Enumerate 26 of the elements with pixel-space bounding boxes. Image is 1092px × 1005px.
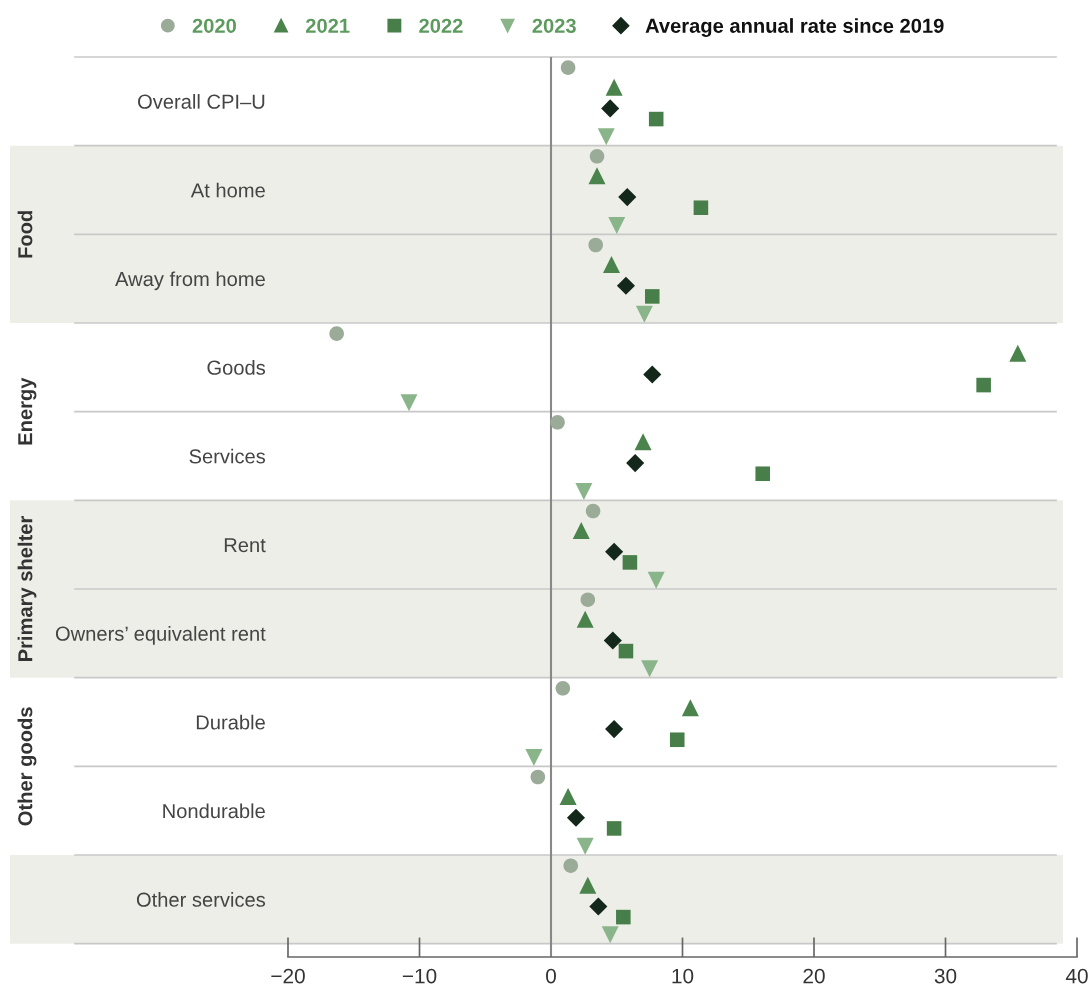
band-label: Food bbox=[17, 211, 33, 258]
y-tick-label: Rent bbox=[224, 538, 266, 553]
x-tick-label: 10 bbox=[672, 968, 694, 984]
legend-label: 2023 bbox=[532, 18, 576, 33]
x-tick-label: 30 bbox=[934, 968, 957, 984]
y-tick-label: Goods bbox=[207, 360, 266, 375]
band-label: Primary shelter bbox=[17, 516, 37, 661]
text: Other goods bbox=[17, 707, 37, 826]
x-tick-label: 0 bbox=[546, 968, 556, 984]
x-tick-label: 40 bbox=[1065, 968, 1088, 984]
legend-label: Average annual rate since 2019 bbox=[645, 18, 944, 37]
x-tick-label: −10 bbox=[402, 968, 437, 984]
legend-label: 2020 bbox=[192, 18, 236, 33]
y-tick-label: Owners’ equivalent rent bbox=[55, 626, 266, 645]
y-tick-label: Other services bbox=[136, 892, 266, 907]
legend-label: 2022 bbox=[419, 18, 463, 33]
y-tick-label: Services bbox=[189, 448, 266, 464]
text: Energy bbox=[18, 377, 37, 445]
x-tick-label: −20 bbox=[271, 968, 305, 984]
y-tick-label: At home bbox=[190, 182, 265, 198]
y-tick-label: Durable bbox=[196, 714, 265, 730]
x-tick-label: 20 bbox=[803, 968, 825, 984]
y-tick-label: Overall CPI–U bbox=[138, 94, 265, 109]
y-tick-label: Nondurable bbox=[163, 803, 265, 819]
y-tick-label: Away from home bbox=[115, 271, 265, 291]
legend-label: 2021 bbox=[305, 18, 350, 33]
